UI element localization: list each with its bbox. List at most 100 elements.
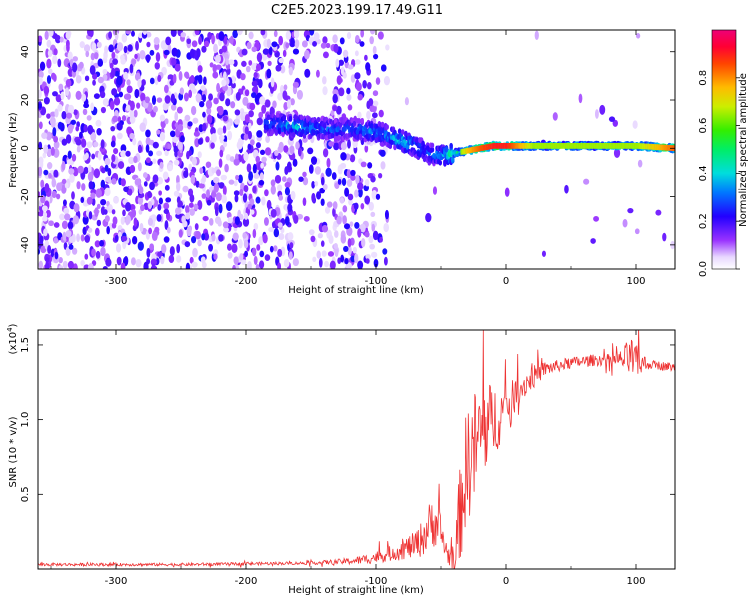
spectrogram-noise-cell: [171, 57, 177, 66]
spectrogram-noise-cell: [253, 71, 258, 78]
spectrogram-ridge-cell: [603, 142, 605, 149]
spectrogram-noise-cell: [165, 197, 172, 203]
spectrogram-noise-cell: [253, 222, 259, 231]
spectrogram-noise-cell: [379, 149, 386, 157]
spectrogram-noise-cell: [174, 111, 179, 122]
spectrogram-noise-cell: [277, 248, 283, 258]
spectrogram-noise-cell: [240, 73, 246, 81]
spectrogram-noise-cell: [137, 78, 142, 88]
spectrogram-noise-cell: [232, 232, 239, 241]
spectrogram-noise-cell: [225, 58, 229, 66]
spectrogram-noise-cell: [189, 208, 195, 216]
spectrogram-noise-cell: [326, 157, 331, 168]
spectrogram-noise-cell: [373, 258, 379, 268]
spectrogram-noise-cell: [332, 105, 338, 111]
spectrogram-noise-cell: [56, 182, 63, 192]
spectrogram-noise-cell: [160, 255, 165, 265]
spectrogram-noise-cell: [252, 247, 257, 257]
spectrogram-ridge-cell: [496, 142, 499, 149]
snr-scale-close: ): [8, 323, 19, 327]
spectrogram-noise-cell: [364, 144, 369, 153]
spectrogram-ridge-cell: [498, 142, 500, 149]
spectrogram-noise-cell: [158, 190, 162, 196]
spectrogram-noise-cell: [145, 129, 151, 138]
spectrogram-noise-cell: [222, 141, 228, 148]
spectrogram-noise-cell: [151, 231, 158, 241]
spectrogram-noise-cell: [93, 141, 99, 148]
spectrogram-noise-cell: [347, 104, 353, 111]
spectrogram-noise-cell: [316, 191, 322, 200]
spectrogram-noise-cell: [346, 94, 352, 101]
spectrogram-noise-cell: [103, 209, 108, 215]
spectrogram-noise-cell: [253, 173, 260, 179]
spectrogram-noise-cell: [236, 30, 243, 36]
spectrogram-noise-cell: [163, 202, 170, 210]
spectrogram-noise-cell: [164, 149, 169, 157]
spectrogram-noise-cell: [152, 158, 157, 164]
snr-x-tick-label: 0: [503, 576, 509, 587]
spectrogram-noise-cell: [88, 211, 93, 220]
spectrogram-noise-cell: [190, 105, 197, 116]
spectrogram-noise-cell: [224, 163, 229, 173]
spectrogram-noise-cell: [116, 256, 122, 266]
spectrogram-noise-cell: [197, 239, 202, 247]
spectrogram-signal-cell: [277, 128, 282, 135]
snr-x-tick-label: -300: [105, 576, 128, 587]
spectrogram-noise-cell: [51, 190, 57, 199]
spectrogram-noise-cell: [372, 90, 379, 97]
spectrogram-noise-cell: [45, 209, 51, 218]
spectrogram-ridge-cell: [641, 143, 643, 150]
spectrogram-ridge-cell: [500, 142, 503, 149]
spectrogram-noise-cell: [104, 45, 109, 54]
spectrogram-noise-cell: [194, 75, 201, 81]
spectrogram-noise-cell: [65, 79, 72, 87]
spectrogram-noise-cell: [312, 41, 317, 47]
spectrogram-noise-cell: [259, 96, 266, 105]
spectrogram-ridge-cell: [532, 142, 534, 149]
spectrogram-signal-cell: [360, 117, 365, 124]
spectrogram-noise-cell: [38, 166, 43, 177]
spectrogram-noise-cell: [150, 258, 157, 266]
spectrogram-noise-cell: [244, 126, 249, 135]
spectrogram-noise-cell: [111, 154, 116, 163]
spectrogram-noise-cell: [115, 243, 122, 253]
spectrogram-noise-cell: [247, 203, 252, 210]
spectrogram-noise-cell: [353, 202, 359, 210]
spectrogram-noise-cell: [209, 62, 214, 68]
spectrogram-noise-cell: [290, 98, 295, 106]
spectrogram-noise-cell: [270, 77, 275, 88]
spectrogram-noise-cell: [55, 94, 62, 103]
spectrogram-ridge-cell: [513, 142, 516, 149]
spectrogram-noise-cell: [347, 193, 354, 201]
spectrogram-noise-cell: [270, 179, 276, 187]
spectrogram-ridge-cell: [656, 144, 659, 151]
spectrogram-noise-cell: [53, 48, 58, 56]
spectrogram-noise-cell: [229, 35, 234, 45]
spectrogram-noise-cell: [383, 256, 388, 266]
spectrogram-noise-cell: [360, 161, 367, 168]
spectrogram-ridge-cell: [495, 142, 497, 149]
spectrogram-noise-cell: [211, 233, 216, 242]
spectrogram-noise-cell: [65, 134, 72, 144]
spectrogram-ridge-cell: [476, 146, 478, 152]
spectrogram-noise-cell: [96, 203, 101, 209]
spectrogram-ridge-cell: [545, 142, 547, 149]
colorbar-ticks: 0.0 0.2 0.4 0.6 0.8: [698, 70, 740, 277]
spectrogram-signal-cell: [352, 120, 357, 127]
spectrogram-noise-cell: [637, 159, 643, 168]
spectrogram-noise-cell: [43, 169, 49, 176]
spectrogram-noise-cell: [85, 50, 90, 58]
spectrogram-ridge-cell: [577, 142, 579, 149]
spectrogram-noise-cell: [265, 135, 271, 143]
spectrogram-noise-cell: [247, 122, 252, 129]
spectrogram-ridge-cell: [542, 142, 544, 149]
spectrogram-noise-cell: [129, 63, 134, 74]
spectrogram-noise-cell: [241, 60, 247, 67]
spectrogram-ridge-cell: [633, 142, 635, 149]
spectrogram-signal-cell: [390, 139, 394, 146]
spectrogram-noise-cell: [357, 111, 362, 119]
spectrogram-ridge-cell: [582, 142, 585, 149]
spectrogram-ridge-cell: [616, 142, 618, 149]
spectrogram-noise-cell: [180, 135, 185, 143]
